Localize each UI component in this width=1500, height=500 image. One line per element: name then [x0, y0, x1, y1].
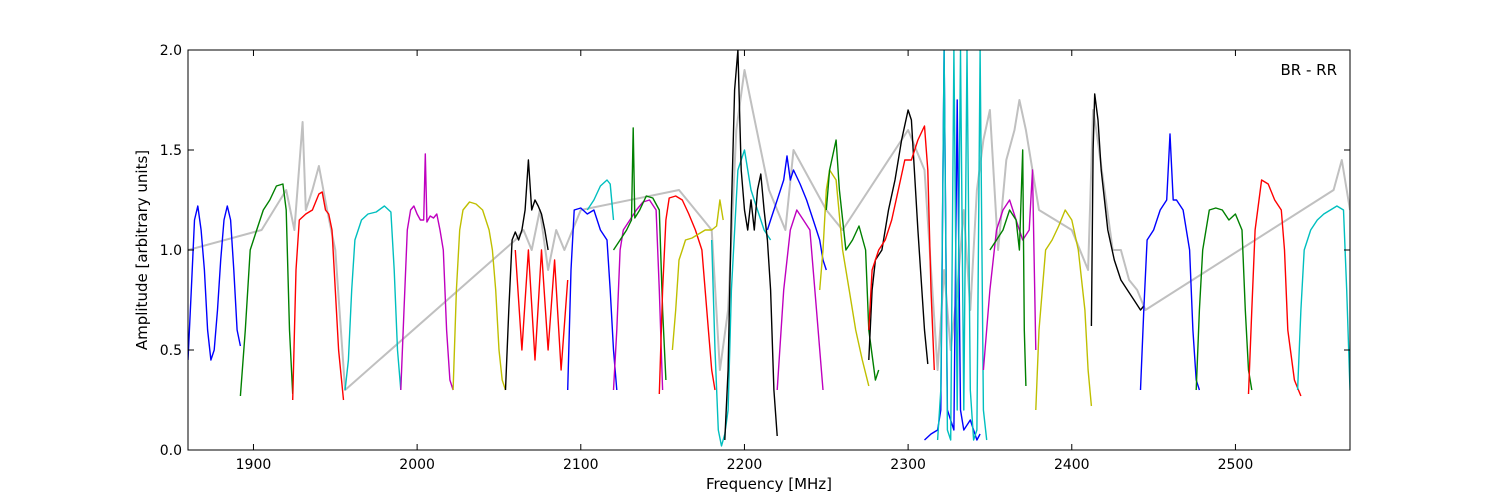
- series-line-26: [989, 149, 1027, 387]
- x-tick-label: 2200: [727, 457, 763, 473]
- series-line-12: [612, 127, 667, 381]
- series-line-9: [567, 207, 618, 391]
- x-tick-label: 1900: [236, 457, 272, 473]
- series-line-22: [868, 125, 935, 371]
- series-line-4: [344, 205, 402, 391]
- series-line-27: [1035, 209, 1093, 411]
- series-line-24: [936, 50, 988, 441]
- x-tick-label: 2100: [563, 457, 599, 473]
- annotation-label: BR - RR: [1280, 61, 1337, 79]
- x-axis-label: Frequency [MHz]: [706, 475, 832, 493]
- x-tick-label: 2300: [890, 457, 926, 473]
- series-line-8: [514, 249, 569, 371]
- series-line-30: [1195, 207, 1253, 391]
- series-line-6: [452, 201, 507, 391]
- series-line-31: [1247, 179, 1302, 397]
- y-axis-label: Amplitude [arbitrary units]: [133, 150, 151, 350]
- x-tick-label: 2500: [1218, 457, 1254, 473]
- series-line-16: [724, 50, 778, 441]
- series-line-3: [292, 191, 345, 401]
- series-line-15: [711, 149, 772, 447]
- series-line-11: [612, 199, 664, 391]
- series-line-25: [982, 169, 1037, 371]
- series-line-17: [766, 155, 827, 271]
- series-line-21: [868, 109, 929, 365]
- y-tick-label: 2.0: [160, 43, 182, 59]
- series-line-7: [504, 159, 549, 391]
- series-line-32: [1296, 205, 1350, 391]
- series-line-18: [776, 209, 824, 391]
- y-tick-label: 1.5: [160, 143, 182, 159]
- series-layer: [188, 50, 1350, 447]
- series-line-29: [1139, 133, 1201, 391]
- y-tick-label: 0.5: [160, 343, 182, 359]
- axis-ticks: 1900 2000 2100 2200 2300 2400 2500 0.0 0.5 1.0 1.5…: [160, 43, 1350, 473]
- background-series-layer: [188, 69, 1350, 391]
- x-tick-label: 2000: [399, 457, 435, 473]
- series-line-10: [586, 179, 615, 221]
- series-line-20: [825, 139, 880, 381]
- series-line-19: [819, 169, 870, 387]
- series-line-2: [239, 183, 294, 397]
- background-series-line: [188, 69, 1350, 391]
- x-tick-label: 2400: [1054, 457, 1090, 473]
- y-tick-label: 1.0: [160, 243, 182, 259]
- y-tick-label: 0.0: [160, 443, 182, 459]
- series-line-28: [1090, 93, 1145, 327]
- plot-area-frame: [187, 49, 1351, 451]
- series-line-5: [400, 153, 454, 391]
- series-line-14: [671, 199, 724, 351]
- series-line-13: [658, 195, 716, 395]
- series-line-1: [188, 205, 242, 361]
